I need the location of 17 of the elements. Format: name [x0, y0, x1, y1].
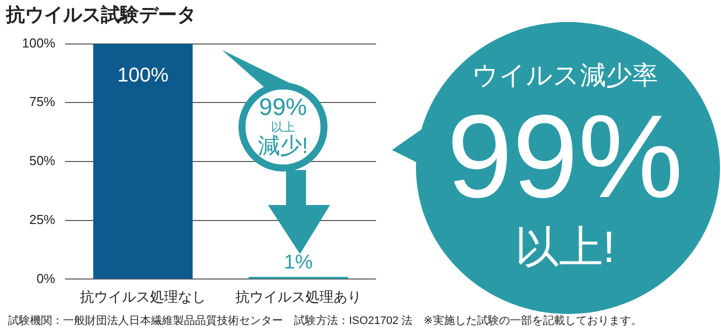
x-tick-label: 抗ウイルス処理あり: [235, 288, 362, 304]
annotation: 99%: [258, 94, 308, 121]
text: 試験機関：一般財団法人日本繊維製品品質技術センター 試験方法：ISO21702 法 ※実施した試験の一部を記載しております。: [8, 315, 643, 327]
text: ウイルス減少率: [471, 60, 659, 90]
text: 99%: [446, 91, 684, 223]
data-label: 1%: [284, 251, 313, 274]
data-label: 100%: [117, 64, 169, 86]
text: 以上!: [514, 223, 616, 272]
annotation: 以上: [270, 120, 296, 134]
x-tick-label: 抗ウイルス処理なし: [80, 288, 206, 304]
y-tick-label: 0%: [36, 270, 56, 286]
y-tick-label: 50%: [29, 153, 56, 168]
y-tick-label: 75%: [29, 94, 56, 110]
y-tick-label: 100%: [22, 35, 56, 50]
annotation: 減少!: [256, 133, 310, 158]
y-tick-label: 25%: [29, 212, 56, 227]
chart-title: 抗ウイルス試験データ: [6, 4, 196, 28]
